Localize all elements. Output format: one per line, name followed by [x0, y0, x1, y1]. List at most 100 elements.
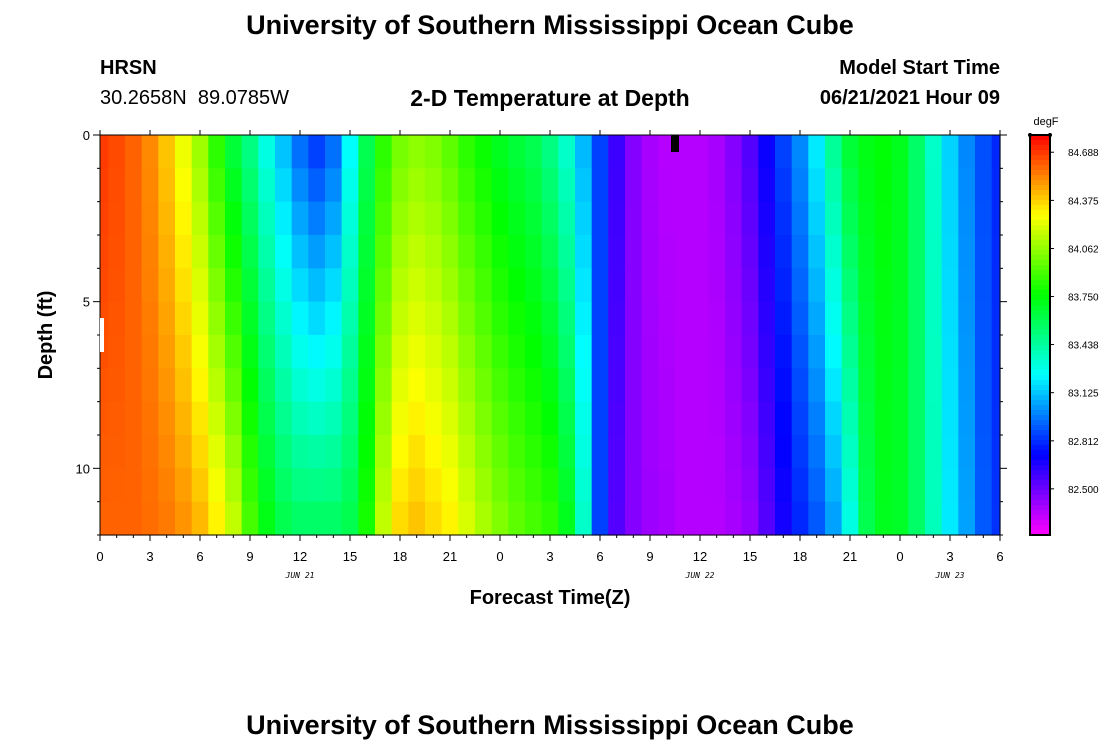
heat-cell	[491, 268, 509, 303]
heat-cell	[841, 501, 859, 536]
heat-cell	[608, 235, 626, 269]
heat-cell	[891, 501, 909, 536]
heat-cell	[958, 468, 976, 503]
heat-cell	[391, 368, 409, 403]
heat-cell	[691, 335, 709, 369]
heat-cell	[841, 368, 859, 403]
heat-cell	[908, 368, 926, 403]
heat-cell	[591, 468, 609, 503]
colorbar-cell	[1030, 160, 1050, 166]
heat-cell	[308, 501, 326, 536]
heat-cell	[458, 401, 476, 436]
y-axis-title: Depth (ft)	[35, 291, 57, 380]
heat-cell	[625, 301, 643, 336]
heat-cell	[975, 168, 993, 203]
heat-cell	[308, 401, 326, 436]
heat-cell	[108, 401, 126, 436]
heat-cell	[575, 501, 593, 536]
heat-cell	[441, 401, 459, 436]
heat-cell	[658, 435, 676, 469]
heat-cell	[108, 235, 126, 269]
heat-cell	[175, 268, 193, 303]
heat-cell	[358, 501, 376, 536]
heat-cell	[375, 168, 393, 203]
heat-cell	[658, 468, 676, 503]
heat-cell	[191, 368, 209, 403]
heat-cell	[508, 501, 526, 536]
left-white-marker	[100, 318, 104, 352]
colorbar-frame	[1029, 134, 1051, 536]
heat-cell	[408, 301, 426, 336]
heat-cell	[941, 268, 959, 303]
x-tick-label: 0	[896, 549, 903, 564]
heat-cell	[841, 168, 859, 203]
heat-cell	[241, 501, 259, 536]
heat-cell	[291, 301, 309, 336]
heat-cell	[541, 335, 559, 369]
heat-cell	[708, 301, 726, 336]
heat-cell	[575, 235, 593, 269]
heat-cell	[791, 235, 809, 269]
heat-cell	[225, 301, 243, 336]
y-tick-label: 5	[83, 295, 90, 310]
heat-cell	[858, 335, 876, 369]
heat-cell	[175, 168, 193, 203]
x-tick-label: 3	[546, 549, 553, 564]
heat-cell	[225, 401, 243, 436]
heat-cell	[991, 468, 1001, 503]
heat-cell	[325, 135, 343, 169]
heat-cell	[658, 401, 676, 436]
heat-cell	[425, 268, 443, 303]
heat-cell	[925, 168, 943, 203]
heat-cell	[975, 268, 993, 303]
heat-cell	[158, 135, 176, 169]
x-tick-label: 3	[946, 549, 953, 564]
heat-cell	[275, 368, 293, 403]
heat-cell	[975, 135, 993, 169]
heat-cell	[100, 368, 109, 403]
heat-cell	[208, 135, 226, 169]
colorbar-cell	[1030, 415, 1050, 421]
heat-cell	[125, 435, 143, 469]
heat-cell	[758, 435, 776, 469]
colorbar-cell	[1030, 475, 1050, 481]
heat-cell	[908, 335, 926, 369]
heat-cell	[958, 168, 976, 203]
heat-cell	[625, 335, 643, 369]
heat-cell	[458, 501, 476, 536]
heat-cell	[158, 301, 176, 336]
heat-cell	[341, 401, 359, 436]
heat-cell	[358, 335, 376, 369]
heat-cell	[825, 135, 843, 169]
heat-cell	[891, 201, 909, 236]
heat-cell	[775, 301, 793, 336]
heat-cell	[791, 435, 809, 469]
date-label: JUN 22	[685, 571, 715, 580]
colorbar-cell	[1030, 450, 1050, 456]
heat-cell	[841, 435, 859, 469]
heat-cell	[791, 201, 809, 236]
heat-cell	[341, 301, 359, 336]
colorbar-cell	[1030, 190, 1050, 196]
heat-cell	[325, 301, 343, 336]
heat-cell	[641, 468, 659, 503]
heat-cell	[241, 468, 259, 503]
heat-cell	[125, 201, 143, 236]
heat-cell	[475, 235, 493, 269]
colorbar-cell	[1030, 245, 1050, 251]
heat-cell	[725, 168, 743, 203]
heat-cell	[641, 201, 659, 236]
heat-cell	[891, 301, 909, 336]
heat-cell	[525, 168, 543, 203]
heat-cell	[308, 468, 326, 503]
heat-cell	[675, 368, 693, 403]
heat-cell	[491, 301, 509, 336]
heat-cell	[491, 201, 509, 236]
heat-cell	[158, 368, 176, 403]
heat-cell	[941, 501, 959, 536]
heat-cell	[641, 401, 659, 436]
heat-cell	[541, 301, 559, 336]
heat-cell	[975, 235, 993, 269]
heat-cell	[425, 401, 443, 436]
heat-cell	[925, 435, 943, 469]
